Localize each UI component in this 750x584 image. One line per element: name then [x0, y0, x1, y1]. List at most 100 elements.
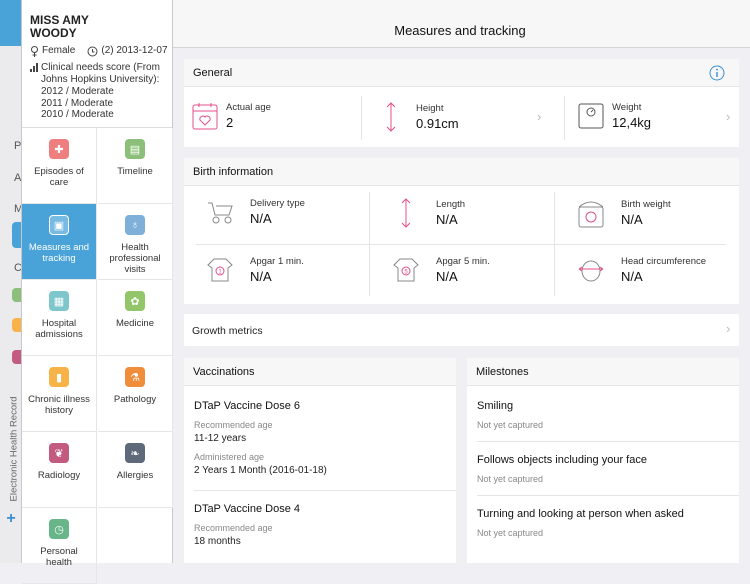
add-icon[interactable]: +	[6, 510, 16, 527]
birth-stat-4: 5 Apgar 5 min. N/A	[384, 256, 490, 284]
milestone-item[interactable]: Follows objects including your face Not …	[477, 454, 647, 484]
general-card: General Actual age 2 Height 0.91cm › Weigh…	[184, 59, 739, 147]
milestone-status: Not yet captured	[477, 474, 544, 484]
chevron-right-icon: ›	[726, 321, 731, 336]
page-title: Measures and tracking	[394, 23, 526, 38]
height-stat[interactable]: Height 0.91cm	[386, 102, 459, 132]
vaccination-item[interactable]: DTaP Vaccine Dose 6 Recommended age 11-1…	[194, 400, 327, 476]
birth-stat-label: Birth weight	[621, 199, 671, 210]
birth-stat-0: Delivery type N/A	[198, 198, 305, 226]
menu-tile-visits[interactable]: ♁ Health professional visits	[98, 204, 173, 280]
milestone-name: Follows objects including your face	[477, 454, 647, 466]
administered-age-value: 2 Years 1 Month (2016-01-18)	[194, 465, 327, 476]
actual-age-stat: Actual age 2	[192, 102, 271, 130]
menu-tile-label: Allergies	[116, 470, 154, 481]
strip-icon	[12, 288, 21, 302]
birth-stat-value: N/A	[621, 269, 643, 284]
birth-stat-label: Head circumference	[621, 256, 707, 267]
menu-tile-medicine[interactable]: ✿ Medicine	[98, 280, 173, 356]
patient-info: MISS AMY WOODY Female (2) 2013-12-07 Cli…	[22, 0, 172, 128]
growth-metrics-label: Growth metrics	[192, 325, 263, 337]
recommended-age-value: 11-12 years	[194, 433, 247, 444]
menu-tile-personal-health[interactable]: ◷ Personal health	[22, 508, 97, 584]
strip-icon	[12, 318, 21, 332]
general-title: General	[184, 59, 739, 87]
clinical-score-row: 2010 / Moderate	[41, 109, 114, 120]
menu-tile-episodes[interactable]: ✚ Episodes of care	[22, 128, 97, 204]
menu-tile-chronic[interactable]: ▮ Chronic illness history	[22, 356, 97, 432]
radiology-icon: ❦	[49, 443, 69, 463]
vaccination-item[interactable]: DTaP Vaccine Dose 4 Recommended age 18 m…	[194, 503, 300, 547]
birth-title: Birth information	[184, 158, 739, 186]
birth-stat-value: N/A	[436, 269, 458, 284]
info-icon[interactable]	[709, 65, 725, 81]
left-edge-strip: P A M C Electronic Health Record +	[0, 0, 22, 563]
strip-selected-icon	[12, 222, 21, 248]
allergies-icon: ❧	[125, 443, 145, 463]
scale-icon	[578, 103, 604, 129]
menu-tile-label: Hospital admissions	[35, 318, 83, 340]
strip-letter: A	[14, 172, 22, 184]
svg-text:5: 5	[404, 270, 408, 276]
menu-tile-timeline[interactable]: ▤ Timeline	[98, 128, 173, 204]
menu-tile-label: Measures and tracking	[28, 242, 90, 264]
actual-age-value: 2	[226, 115, 234, 130]
menu-tile-radiology[interactable]: ❦ Radiology	[22, 432, 97, 508]
height-arrow-icon	[386, 102, 396, 132]
menu-tile-measures[interactable]: ▣ Measures and tracking	[22, 204, 97, 280]
patient-name: MISS AMY WOODY	[30, 13, 89, 40]
birth-stat-label: Length	[436, 199, 466, 210]
tab-label: Electronic Health Record	[8, 396, 20, 502]
milestone-status: Not yet captured	[477, 420, 544, 430]
menu-tile-allergies[interactable]: ❧ Allergies	[98, 432, 173, 508]
menu-tile-pathology[interactable]: ⚗ Pathology	[98, 356, 173, 432]
menu-tile-label: Health professional visits	[109, 242, 161, 275]
milestone-item[interactable]: Smiling Not yet captured	[477, 400, 543, 430]
strip-letter: P	[14, 140, 22, 152]
divider	[361, 96, 362, 140]
birth-stat-label: Delivery type	[250, 198, 305, 209]
menu-tile-label: Episodes of care	[34, 166, 84, 188]
birth-stat-value: N/A	[250, 269, 272, 284]
milestone-item[interactable]: Turning and looking at person when asked…	[477, 508, 684, 538]
patient-demographics: Female (2) 2013-12-07	[30, 45, 172, 57]
length-arrow-icon	[384, 198, 428, 228]
signal-bars-icon	[30, 63, 38, 72]
milestone-status: Not yet captured	[477, 528, 544, 538]
divider	[194, 490, 456, 491]
onesie-5-icon: 5	[384, 257, 428, 283]
clinical-score-row: 2012 / Moderate	[41, 86, 114, 97]
vaccinations-title: Vaccinations	[184, 358, 456, 386]
stroller-icon	[198, 199, 242, 225]
menu-tile-label: Radiology	[37, 470, 81, 481]
growth-metrics-row[interactable]: Growth metrics ›	[184, 314, 739, 346]
menu-tile-label: Timeline	[117, 166, 153, 177]
electronic-health-record-tab[interactable]: Electronic Health Record	[4, 396, 20, 508]
menu-tile-label: Personal health	[40, 546, 78, 568]
birth-stat-2: Birth weight N/A	[569, 198, 671, 228]
milestone-name: Turning and looking at person when asked	[477, 508, 684, 520]
clinical-score: Clinical needs score (From Johns Hopkins…	[30, 62, 172, 86]
vaccine-name: DTaP Vaccine Dose 4	[194, 503, 300, 515]
main-content: Measures and tracking General Actual age…	[173, 0, 750, 563]
baby-head-icon	[569, 257, 613, 283]
birth-stat-label: Apgar 5 min.	[436, 256, 490, 267]
strip-header	[0, 0, 21, 46]
birth-stat-3: 1 Apgar 1 min. N/A	[198, 256, 304, 284]
recommended-age-label: Recommended age	[194, 523, 273, 533]
menu-tile-hospital[interactable]: ▦ Hospital admissions	[22, 280, 97, 356]
clinical-score-title: Clinical needs score (From Johns Hopkins…	[41, 62, 160, 85]
divider	[477, 441, 739, 442]
svg-text:1: 1	[218, 270, 222, 276]
weight-stat[interactable]: Weight 12,4kg	[578, 102, 651, 130]
recommended-age-value: 18 months	[194, 536, 241, 547]
visits-icon: ♁	[125, 215, 145, 235]
divider	[564, 96, 565, 140]
vaccinations-card: Vaccinations DTaP Vaccine Dose 6 Recomme…	[184, 358, 456, 563]
calendar-heart-icon	[192, 103, 218, 130]
height-value: 0.91cm	[416, 116, 459, 131]
episodes-icon: ✚	[49, 139, 69, 159]
chevron-right-icon[interactable]: ›	[726, 109, 731, 124]
strip-letter: M	[14, 203, 21, 215]
chevron-right-icon[interactable]: ›	[537, 109, 542, 124]
